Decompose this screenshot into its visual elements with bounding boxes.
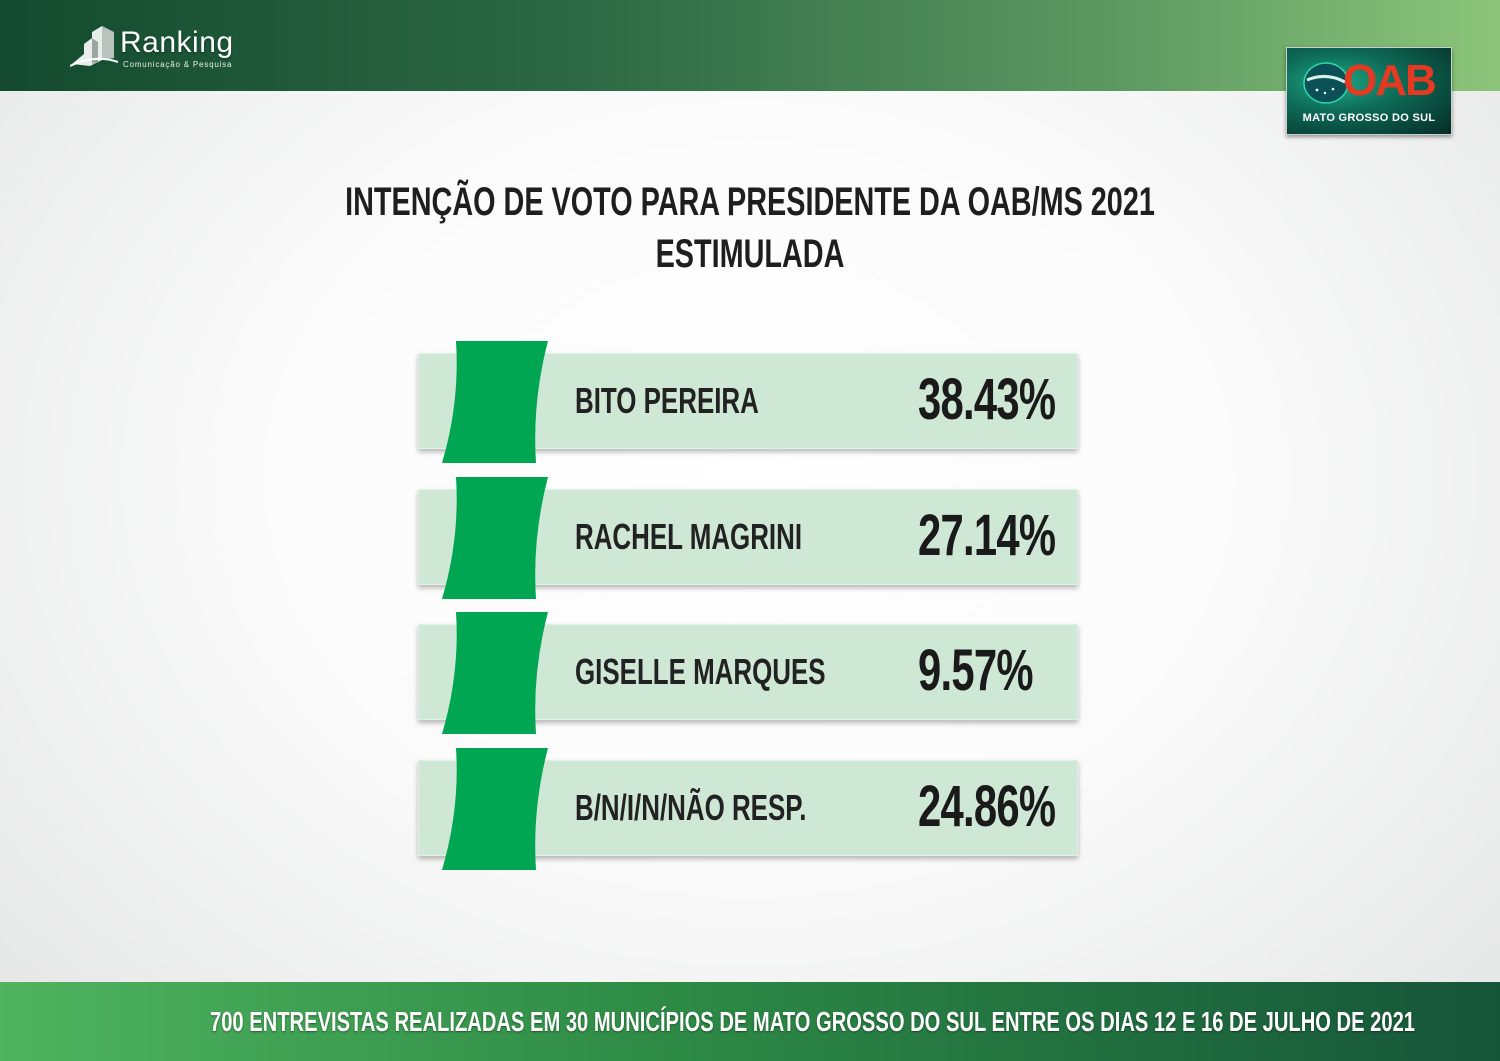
header-bar: Ranking Comunicação & Pesquisa bbox=[0, 0, 1500, 91]
chart-title: INTENÇÃO DE VOTO PARA PRESIDENTE DA OAB/… bbox=[345, 180, 1155, 224]
green-tab-marker bbox=[442, 341, 548, 463]
chart-title-block: INTENÇÃO DE VOTO PARA PRESIDENTE DA OAB/… bbox=[0, 176, 1500, 280]
candidate-name: RACHEL MAGRINI bbox=[575, 515, 803, 557]
vote-percentage: 9.57% bbox=[918, 638, 1034, 703]
result-row: GISELLE MARQUES 9.57% bbox=[418, 612, 1078, 734]
vote-percentage: 24.86% bbox=[918, 773, 1056, 839]
oab-logo: OAB MATO GROSSO DO SUL bbox=[1286, 47, 1452, 135]
oab-caption: MATO GROSSO DO SUL bbox=[1302, 112, 1436, 124]
footer-text: 700 ENTREVISTAS REALIZADAS EM 30 MUNICÍP… bbox=[210, 1006, 1416, 1037]
green-tab-marker bbox=[442, 476, 548, 599]
brand-tagline: Comunicação & Pesquisa bbox=[123, 60, 233, 69]
green-tab-marker bbox=[442, 747, 548, 870]
vote-percentage: 27.14% bbox=[918, 502, 1056, 568]
oab-letters: OAB bbox=[1343, 56, 1437, 105]
result-row: BITO PEREIRA 38.43% bbox=[418, 341, 1078, 463]
footer-bar: 700 ENTREVISTAS REALIZADAS EM 30 MUNICÍP… bbox=[0, 982, 1500, 1061]
candidate-name: BITO PEREIRA bbox=[575, 380, 759, 421]
ranking-logo: Ranking Comunicação & Pesquisa bbox=[70, 22, 250, 72]
result-row: RACHEL MAGRINI 27.14% bbox=[418, 476, 1078, 599]
vote-percentage: 38.43% bbox=[918, 367, 1056, 432]
brand-name: Ranking bbox=[120, 26, 234, 59]
globe-icon bbox=[1303, 62, 1349, 104]
candidate-name: GISELLE MARQUES bbox=[575, 651, 826, 692]
result-row: B/N/I/N/NÃO RESP. 24.86% bbox=[418, 747, 1078, 870]
green-tab-marker bbox=[442, 612, 548, 734]
buildings-icon bbox=[70, 26, 118, 67]
chart-subtitle: ESTIMULADA bbox=[655, 232, 845, 276]
candidate-name: B/N/I/N/NÃO RESP. bbox=[575, 786, 807, 828]
